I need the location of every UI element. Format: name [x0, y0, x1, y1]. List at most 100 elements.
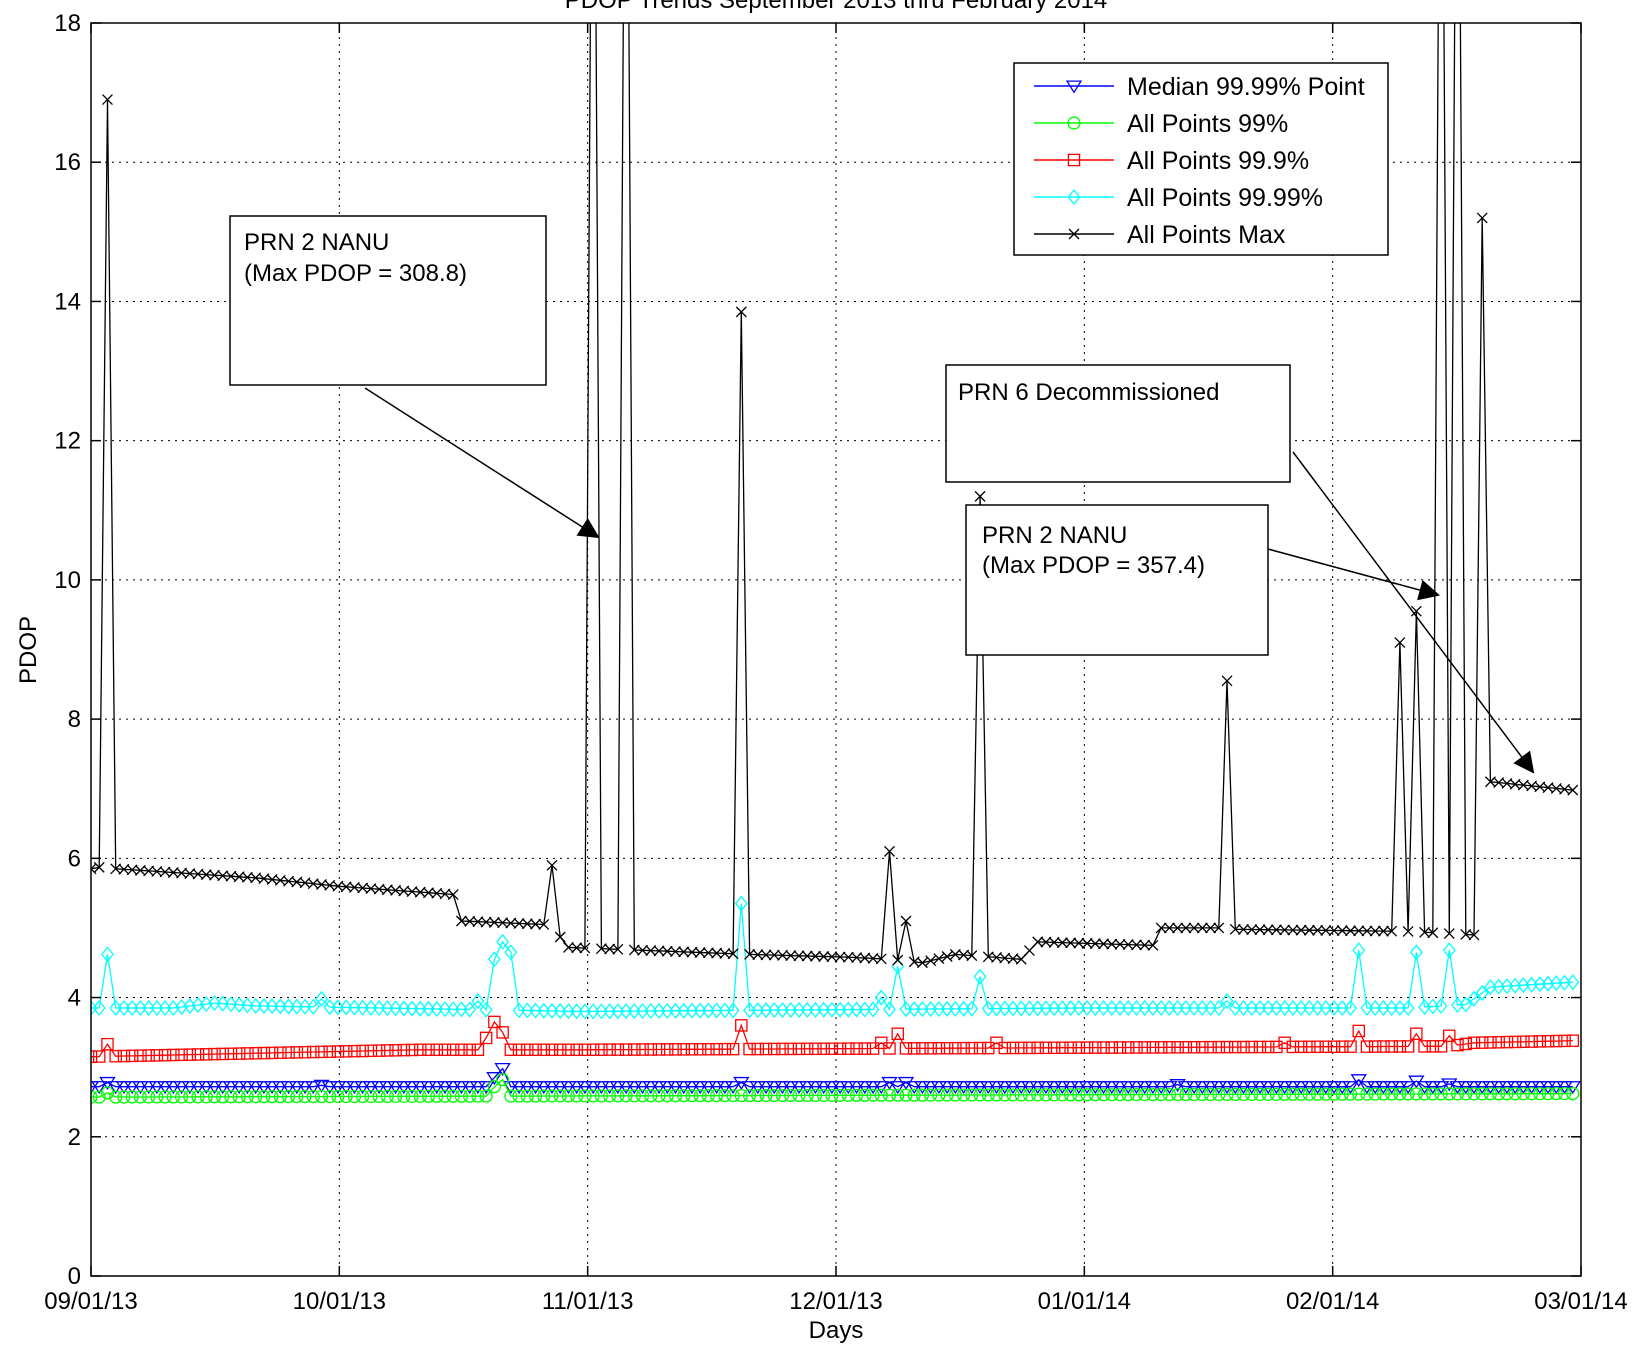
data-point: [463, 1043, 476, 1057]
data-point: [347, 1089, 362, 1104]
data-point: [941, 951, 953, 962]
data-point: [199, 1048, 213, 1061]
data-point: [677, 1043, 690, 1056]
data-point: [151, 865, 163, 877]
data-point: [504, 1089, 518, 1103]
data-point: [1037, 1081, 1055, 1095]
data-point: [125, 1090, 139, 1104]
data-point: [637, 944, 649, 956]
data-point: [117, 1049, 131, 1063]
data-point: [981, 1088, 995, 1102]
data-point: [932, 1042, 946, 1055]
data-point: [612, 943, 624, 955]
data-point: [938, 1081, 956, 1095]
data-point: [430, 1089, 444, 1103]
data-point: [627, 1089, 641, 1103]
data-point: [538, 919, 550, 930]
data-point: [925, 955, 937, 967]
data-point: [1180, 922, 1192, 934]
data-point: [1460, 929, 1472, 940]
data-point: [370, 1081, 388, 1095]
data-point: [455, 915, 467, 927]
data-point: [107, 1081, 124, 1095]
data-point: [848, 1081, 865, 1095]
legend-box: [1013, 62, 1389, 256]
data-point: [1391, 1081, 1409, 1095]
x-tick-label: 01/01/14: [1038, 1288, 1131, 1315]
data-point: [488, 1015, 501, 1029]
data-point: [477, 1081, 495, 1095]
data-point: [535, 1081, 552, 1095]
data-point: [233, 871, 245, 883]
data-point: [974, 490, 986, 502]
data-point: [1557, 1087, 1572, 1101]
data-point: [817, 1088, 831, 1102]
data-point: [693, 1043, 707, 1056]
data-point: [445, 1081, 462, 1095]
data-point: [579, 942, 591, 954]
data-point: [290, 1046, 304, 1059]
data-point: [364, 1044, 378, 1058]
data-point: [1393, 1040, 1407, 1053]
data-point: [891, 1027, 904, 1041]
data-point: [652, 1089, 666, 1103]
data-point: [1221, 675, 1233, 687]
data-point: [955, 1081, 972, 1095]
data-point: [1040, 936, 1052, 948]
data-point: [776, 1042, 789, 1056]
data-point: [1336, 925, 1348, 937]
data-point: [914, 1081, 931, 1095]
series-all-points-99-9: [91, 1015, 1580, 1063]
annotation-text-prn2-nanu-1-line2: (Max PDOP = 308.8): [244, 260, 467, 287]
data-point: [430, 1043, 443, 1057]
data-point: [1442, 942, 1456, 959]
data-point: [1122, 939, 1134, 951]
data-point: [274, 1046, 287, 1059]
data-point: [833, 1088, 847, 1102]
data-point: [785, 950, 797, 962]
data-point: [430, 1000, 444, 1018]
data-point: [932, 1088, 946, 1102]
data-point: [1095, 1081, 1112, 1095]
data-point: [554, 931, 566, 943]
data-point: [849, 1088, 864, 1102]
data-point: [272, 1081, 289, 1095]
data-point: [1253, 1087, 1267, 1101]
data-point: [947, 1081, 964, 1095]
data-point: [751, 1088, 765, 1103]
data-point: [488, 916, 500, 928]
data-point: [1434, 1040, 1448, 1053]
data-point: [1004, 1081, 1022, 1095]
data-point: [562, 1043, 575, 1057]
data-point: [998, 1041, 1012, 1055]
data-point: [669, 1043, 682, 1056]
data-point: [1327, 1040, 1341, 1053]
data-point: [159, 866, 171, 878]
data-point: [561, 1089, 576, 1103]
data-point: [537, 1089, 551, 1103]
data-point: [1246, 924, 1258, 935]
data-point: [1196, 1040, 1209, 1054]
data-point: [389, 1044, 402, 1057]
data-point: [126, 864, 138, 876]
data-point: [1251, 1081, 1269, 1095]
data-point: [1039, 1088, 1053, 1102]
data-point: [1451, 1038, 1464, 1052]
data-point: [1212, 1040, 1226, 1054]
data-point: [907, 1088, 921, 1102]
data-point: [825, 1088, 839, 1102]
data-point: [454, 1089, 469, 1103]
data-point: [916, 957, 928, 969]
data-point: [1106, 938, 1118, 950]
data-point: [595, 1043, 608, 1056]
data-point: [331, 1089, 345, 1104]
data-point: [1531, 1081, 1549, 1095]
data-point: [1434, 1087, 1448, 1101]
data-point: [290, 998, 304, 1015]
data-point: [1286, 1040, 1300, 1054]
data-point: [479, 1031, 493, 1045]
data-point: [790, 1081, 808, 1095]
data-point: [217, 870, 229, 882]
data-point: [379, 1081, 396, 1095]
